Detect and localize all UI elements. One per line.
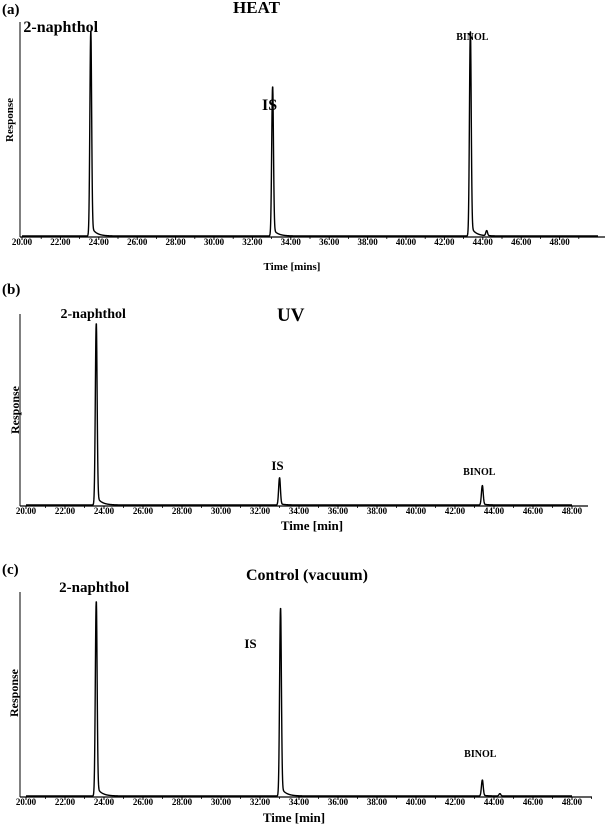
peak-label: IS (262, 97, 277, 114)
x-tick-label: 40.00 (406, 797, 427, 807)
x-tick-label: 36.00 (328, 506, 349, 516)
chromatogram-panel-b: (b) UV 20.00 22.00 24.00 26.00 28.00 30.00 32.… (0, 280, 606, 545)
x-tick-label: 30.00 (204, 237, 225, 247)
chart-title: Control (vacuum) (246, 567, 368, 584)
x-tick-label: 24.00 (89, 237, 110, 247)
x-tick-label: 20.00 (16, 506, 37, 516)
x-tick-label: 26.00 (133, 506, 154, 516)
chromatogram-plot: 20.00 22.00 24.00 26.00 28.00 30.00 32.00 34.00… (7, 580, 592, 825)
x-tick-label: 22.00 (50, 237, 71, 247)
x-tick-label: 28.00 (165, 237, 186, 247)
chromatogram-panel-c: (c) Control (vacuum) 20.00 22.00 24.00 26.0… (0, 560, 606, 826)
x-tick-label: 48.00 (562, 797, 583, 807)
x-tick-label: 26.00 (133, 797, 154, 807)
chromatogram-trace (25, 323, 573, 506)
peak-label: 2-naphthol (23, 19, 98, 36)
x-tick-label: 48.00 (562, 506, 583, 516)
x-tick-label: 30.00 (211, 797, 232, 807)
chromatogram-trace (25, 601, 573, 797)
x-tick-label: 20.00 (16, 797, 37, 807)
x-tick-label: 24.00 (94, 797, 115, 807)
chromatogram-plot: 20.00 22.00 24.00 26.00 28.00 30.00 32.00 34.00… (4, 19, 605, 273)
peak-label: 2-naphthol (61, 307, 126, 322)
x-tick-label: 48.00 (549, 237, 570, 247)
panel-label: (c) (2, 562, 19, 578)
chromatogram-plot: 20.00 22.00 24.00 26.00 28.00 30.00 32.00 34.00… (8, 307, 588, 533)
x-tick-label: 36.00 (328, 797, 349, 807)
panel-label: (a) (2, 2, 20, 18)
peak-label: 2-naphthol (59, 580, 129, 596)
y-axis-title: Response (8, 385, 22, 434)
peak-label: BINOL (456, 32, 489, 43)
x-tick-label: 22.00 (55, 797, 76, 807)
x-tick-label: 36.00 (319, 237, 340, 247)
x-tick-label: 42.00 (445, 797, 466, 807)
x-tick-label: 42.00 (445, 506, 466, 516)
peak-label: IS (244, 636, 256, 651)
x-tick-label: 34.00 (289, 797, 310, 807)
x-tick-label: 44.00 (484, 797, 505, 807)
x-tick-label: 46.00 (523, 797, 544, 807)
x-tick-label: 32.00 (250, 797, 271, 807)
x-axis-title: Time [mins] (264, 261, 321, 273)
x-tick-label: 42.00 (434, 237, 455, 247)
x-tick-label: 40.00 (406, 506, 427, 516)
x-tick-label: 28.00 (172, 506, 193, 516)
x-tick-label: 30.00 (211, 506, 232, 516)
x-tick-label: 20.00 (12, 237, 33, 247)
chart-title: HEAT (233, 0, 280, 17)
peak-label: BINOL (464, 749, 497, 760)
x-tick-label: 40.00 (396, 237, 417, 247)
x-tick-label: 24.00 (94, 506, 115, 516)
x-tick-label: 26.00 (127, 237, 148, 247)
peak-label: BINOL (463, 467, 496, 478)
y-axis-title: Response (7, 668, 21, 717)
x-tick-label: 44.00 (484, 506, 505, 516)
x-tick-label: 38.00 (367, 797, 388, 807)
y-axis-title: Response (4, 98, 16, 142)
chart-title: UV (277, 305, 305, 326)
x-tick-label: 46.00 (523, 506, 544, 516)
x-tick-label: 32.00 (250, 506, 271, 516)
x-tick-label: 46.00 (511, 237, 532, 247)
chromatogram-panel-a: (a) HEAT 20.00 22.00 24.00 26.00 28.00 30.00 3… (0, 0, 606, 275)
panel-label: (b) (2, 282, 21, 298)
x-tick-label: 22.00 (55, 506, 76, 516)
x-tick-label: 44.00 (473, 237, 494, 247)
peak-label: IS (271, 458, 283, 473)
x-tick-label: 28.00 (172, 797, 193, 807)
x-axis-title: Time [min] (263, 810, 325, 825)
x-tick-label: 34.00 (289, 506, 310, 516)
chromatogram-trace (21, 31, 599, 237)
x-tick-label: 32.00 (242, 237, 263, 247)
x-tick-label: 38.00 (367, 506, 388, 516)
x-axis-title: Time [min] (281, 518, 343, 533)
x-tick-label: 38.00 (357, 237, 378, 247)
x-tick-label: 34.00 (281, 237, 302, 247)
